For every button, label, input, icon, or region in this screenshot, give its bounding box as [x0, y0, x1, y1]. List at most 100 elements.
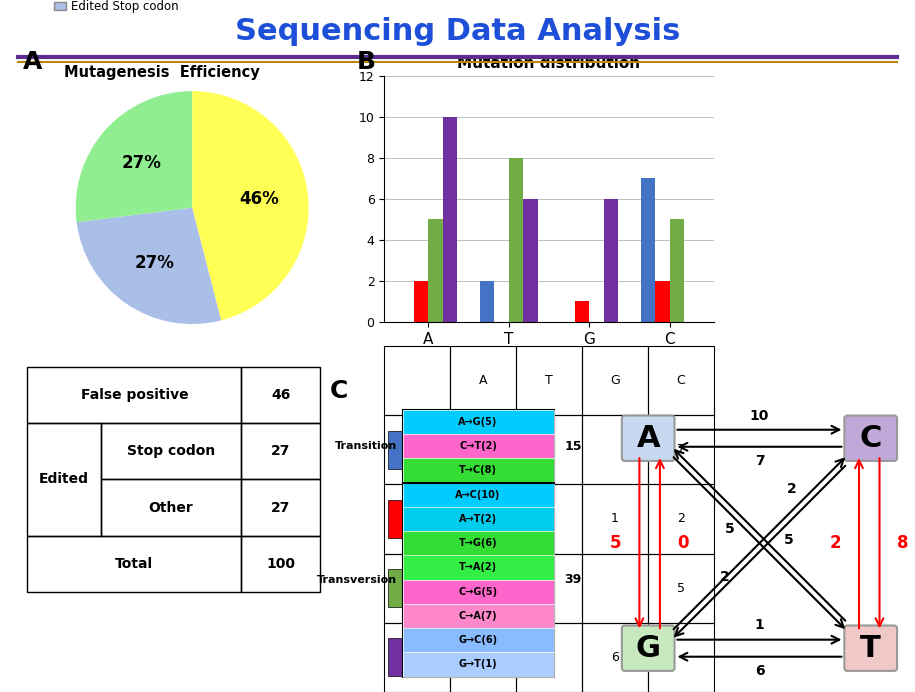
Bar [640, 179, 655, 322]
Bar [384, 623, 450, 692]
Text: Mutagenesis  Efficiency: Mutagenesis Efficiency [64, 66, 260, 80]
Text: 27: 27 [271, 500, 290, 515]
Text: Transition: Transition [335, 441, 397, 451]
Bar [516, 346, 582, 415]
Bar [27, 423, 101, 536]
Text: T→G(6): T→G(6) [458, 538, 498, 548]
Bar [648, 554, 714, 623]
Text: 7: 7 [677, 444, 684, 456]
Text: 10: 10 [475, 651, 491, 664]
Text: G→T(1): G→T(1) [458, 659, 498, 669]
Bar [403, 628, 554, 653]
Bar [582, 623, 648, 692]
Legend: False positive, Edited Stop codon, Edited Other: False positive, Edited Stop codon, Edite… [49, 0, 285, 18]
Text: G: G [636, 634, 661, 663]
Bar [403, 556, 554, 580]
Bar [403, 604, 554, 628]
Text: Sequencing Data Analysis: Sequencing Data Analysis [235, 17, 680, 46]
Bar [384, 415, 450, 484]
Text: 2: 2 [479, 513, 487, 525]
Bar [443, 117, 458, 322]
Text: 6: 6 [611, 651, 619, 664]
Bar [388, 569, 406, 608]
Bar [670, 219, 684, 322]
Bar [450, 415, 516, 484]
Bar [403, 580, 554, 604]
Bar [384, 554, 450, 623]
Text: Stop codon: Stop codon [127, 444, 215, 458]
Bar [403, 628, 554, 653]
Text: C→T(2): C→T(2) [459, 441, 497, 451]
Bar [516, 623, 582, 692]
Text: Other: Other [148, 500, 193, 515]
Text: T→A(2): T→A(2) [459, 563, 497, 572]
Text: A: A [479, 374, 488, 387]
Text: 0: 0 [678, 534, 689, 552]
Text: 8: 8 [545, 582, 553, 594]
Text: 5: 5 [726, 522, 735, 536]
Bar [388, 500, 406, 538]
Bar [604, 199, 619, 322]
Bar [384, 346, 450, 415]
Text: A→T(2): A→T(2) [459, 514, 497, 524]
Text: C→A(7): C→A(7) [458, 611, 498, 621]
Bar [648, 415, 714, 484]
Text: 5: 5 [479, 582, 487, 594]
Text: 27%: 27% [135, 255, 174, 273]
Text: Edited: Edited [39, 473, 89, 486]
Bar [403, 653, 554, 677]
FancyBboxPatch shape [845, 415, 897, 461]
Wedge shape [77, 208, 221, 324]
Text: 6: 6 [545, 651, 553, 664]
Bar [450, 554, 516, 623]
Text: 8: 8 [898, 534, 909, 552]
Bar [516, 484, 582, 554]
Bar [403, 653, 554, 677]
Bar [101, 480, 242, 536]
Bar [509, 158, 523, 322]
Text: 15: 15 [565, 439, 582, 453]
Bar [516, 554, 582, 623]
Bar [450, 346, 516, 415]
Bar [242, 423, 320, 480]
Bar [101, 423, 242, 480]
Text: 46%: 46% [240, 190, 279, 208]
Text: 2: 2 [545, 444, 553, 456]
Text: T: T [860, 634, 881, 663]
Text: Total: Total [115, 557, 154, 571]
Text: T: T [424, 513, 431, 525]
Wedge shape [76, 91, 192, 222]
Bar [403, 482, 554, 507]
Text: 6: 6 [755, 664, 764, 678]
Bar [428, 219, 443, 322]
Text: G: G [610, 374, 619, 387]
Bar [242, 367, 320, 423]
FancyBboxPatch shape [622, 626, 674, 671]
Text: C: C [859, 424, 882, 453]
Bar [388, 430, 406, 469]
Text: 27: 27 [271, 444, 290, 458]
Text: C: C [676, 374, 685, 387]
Text: 27%: 27% [122, 154, 161, 172]
Text: 5: 5 [784, 534, 793, 547]
FancyBboxPatch shape [845, 626, 897, 671]
Bar [403, 410, 554, 677]
Wedge shape [192, 91, 308, 320]
Bar [403, 531, 554, 556]
Bar [242, 480, 320, 536]
Bar [450, 484, 516, 554]
Bar [403, 556, 554, 580]
Title: Mutation distribution: Mutation distribution [458, 56, 640, 71]
Text: False positive: False positive [81, 388, 188, 402]
Text: T: T [545, 374, 553, 387]
Text: A→G(5): A→G(5) [458, 417, 498, 427]
Text: T→C(8): T→C(8) [459, 466, 497, 475]
Text: 5: 5 [677, 582, 684, 594]
Bar [582, 554, 648, 623]
Text: 2: 2 [830, 534, 842, 552]
Bar [403, 434, 554, 458]
Bar [403, 434, 554, 458]
Text: G→C(6): G→C(6) [458, 635, 498, 645]
Text: A: A [23, 51, 42, 74]
Bar [655, 281, 670, 322]
